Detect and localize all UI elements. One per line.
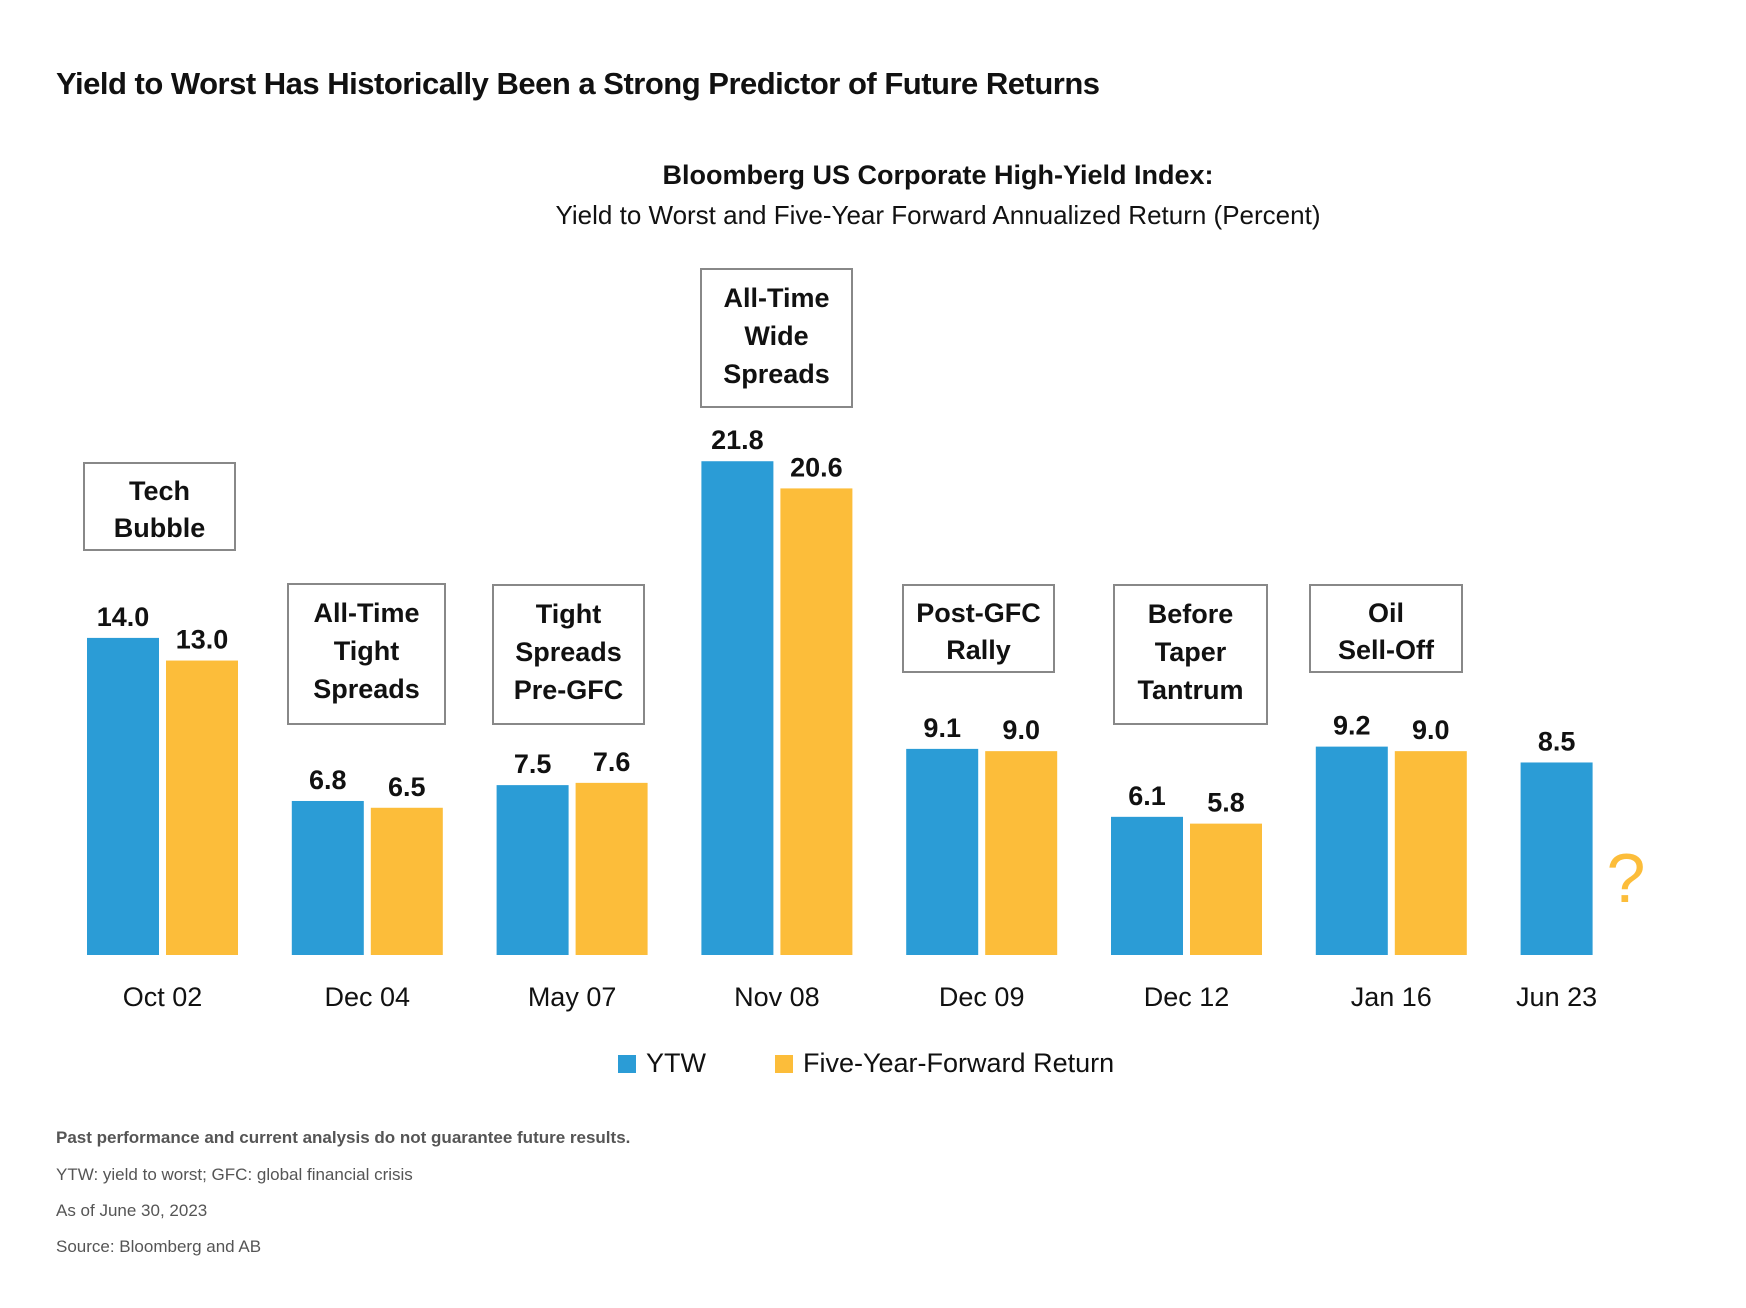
annotation-box xyxy=(492,584,645,725)
data-label: 6.5 xyxy=(388,772,426,802)
bar-forward-return xyxy=(1394,751,1467,955)
footnote-date: As of June 30, 2023 xyxy=(56,1201,208,1220)
annotation-text: Tight xyxy=(334,636,399,666)
annotation-text: All-Time xyxy=(313,598,419,628)
data-label: 9.1 xyxy=(923,713,961,743)
annotation-box xyxy=(83,462,236,551)
annotation-text: Rally xyxy=(946,635,1011,665)
x-tick-label: Dec 09 xyxy=(939,982,1025,1012)
annotation-box xyxy=(700,268,853,408)
annotation-text: Wide xyxy=(744,321,808,351)
bar-ytw xyxy=(1520,762,1593,955)
bar-ytw xyxy=(291,800,364,955)
x-tick-label: May 07 xyxy=(528,982,617,1012)
x-tick-label: Jan 16 xyxy=(1351,982,1432,1012)
data-label: 6.8 xyxy=(309,765,347,795)
bar-forward-return xyxy=(780,488,853,955)
data-label: 20.6 xyxy=(790,452,843,482)
data-label: 7.5 xyxy=(514,749,552,779)
bar-ytw xyxy=(906,748,979,955)
data-label: 6.1 xyxy=(1128,781,1166,811)
page-title: Yield to Worst Has Historically Been a S… xyxy=(56,66,1100,101)
annotation-text: Tantrum xyxy=(1138,675,1244,705)
annotation-text: Bubble xyxy=(114,513,206,543)
bar-ytw xyxy=(1315,746,1388,955)
annotation-text: Sell-Off xyxy=(1338,635,1435,665)
annotation-text: Spreads xyxy=(515,637,622,667)
bar-ytw xyxy=(701,461,774,955)
data-label: 13.0 xyxy=(176,625,229,655)
annotation-text: All-Time xyxy=(723,283,829,313)
annotation-text: Spreads xyxy=(723,359,830,389)
annotation-text: Post-GFC xyxy=(916,598,1041,628)
annotation-text: Spreads xyxy=(313,674,420,704)
data-label: 9.0 xyxy=(1412,715,1450,745)
x-tick-label: Dec 12 xyxy=(1144,982,1230,1012)
data-label: 5.8 xyxy=(1207,788,1245,818)
data-label: 9.0 xyxy=(1002,715,1040,745)
data-label: 8.5 xyxy=(1538,726,1576,756)
data-label: 9.2 xyxy=(1333,711,1371,741)
annotation-text: Pre-GFC xyxy=(514,675,624,705)
footnote-disclaimer: Past performance and current analysis do… xyxy=(56,1128,631,1147)
legend-label-forward-return: Five-Year-Forward Return xyxy=(803,1048,1115,1078)
annotation-text: Oil xyxy=(1368,598,1404,628)
x-tick-label: Oct 02 xyxy=(123,982,203,1012)
bar-ytw xyxy=(87,637,159,955)
bar-forward-return xyxy=(985,751,1058,955)
annotation-box xyxy=(902,584,1055,673)
question-mark-icon: ? xyxy=(1607,839,1646,917)
legend-item-ytw: YTW xyxy=(618,1048,706,1079)
footnote-source: Source: Bloomberg and AB xyxy=(56,1237,262,1256)
annotation-text: Before xyxy=(1148,599,1234,629)
bar-forward-return xyxy=(575,782,648,955)
data-label: 21.8 xyxy=(711,425,764,455)
annotation-box xyxy=(1309,584,1463,673)
annotation-text: Tech xyxy=(129,476,190,506)
annotation-text: Taper xyxy=(1155,637,1227,667)
bar-forward-return xyxy=(166,660,238,955)
x-tick-label: Nov 08 xyxy=(734,982,820,1012)
data-label: 14.0 xyxy=(97,602,150,632)
annotation-box xyxy=(287,583,446,725)
chart-subtitle: Yield to Worst and Five-Year Forward Ann… xyxy=(555,200,1321,230)
legend-swatch-forward-return xyxy=(775,1054,793,1073)
x-tick-label: Jun 23 xyxy=(1516,982,1597,1012)
legend-swatch-ytw xyxy=(618,1054,636,1073)
x-tick-label: Dec 04 xyxy=(325,982,411,1012)
chart-title: Bloomberg US Corporate High-Yield Index: xyxy=(662,160,1214,190)
legend-item-forward-return: Five-Year-Forward Return xyxy=(775,1048,1114,1079)
annotation-box xyxy=(1113,584,1268,725)
bar-forward-return xyxy=(370,807,443,955)
footnote-abbreviations: YTW: yield to worst; GFC: global financi… xyxy=(56,1165,413,1184)
legend-label-ytw: YTW xyxy=(646,1048,706,1078)
data-label: 7.6 xyxy=(593,747,631,777)
annotation-text: Tight xyxy=(536,599,601,629)
bar-ytw xyxy=(1111,816,1183,955)
bar-ytw xyxy=(496,785,569,955)
bar-forward-return xyxy=(1190,823,1262,955)
